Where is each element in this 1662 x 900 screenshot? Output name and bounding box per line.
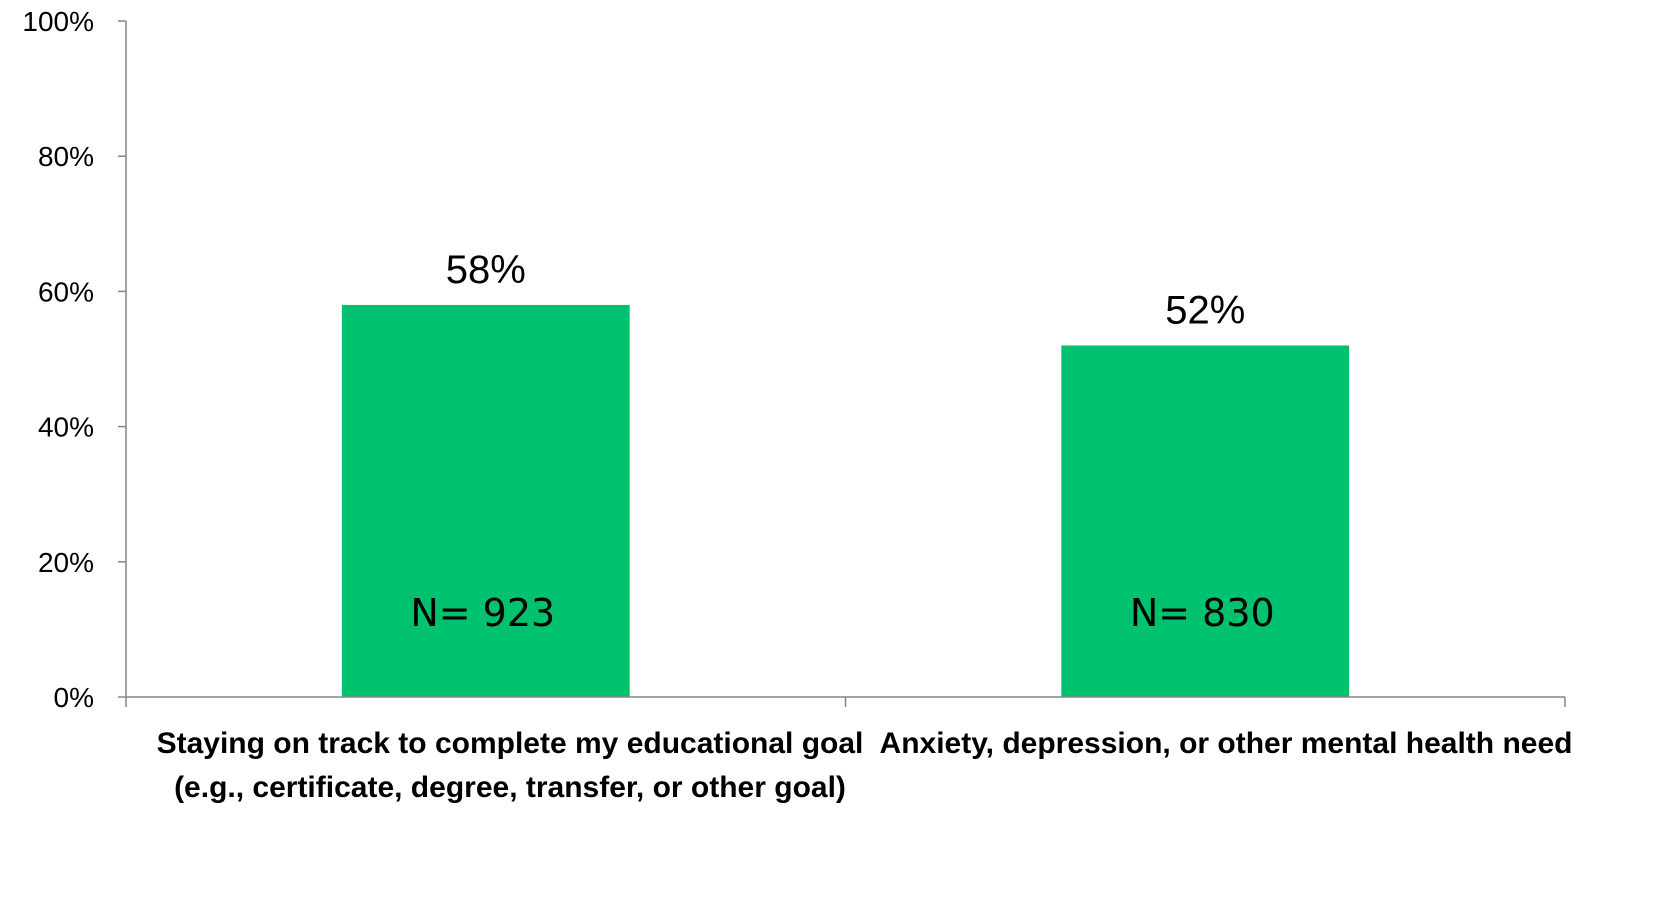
y-tick-label: 60% bbox=[38, 276, 94, 307]
bars: 58% N= 923 52% N= 830 bbox=[341, 248, 1350, 697]
y-tick-label: 0% bbox=[54, 682, 94, 713]
bar-1 bbox=[1061, 345, 1350, 697]
y-tick-label: 20% bbox=[38, 547, 94, 578]
category-label-0: Staying on track to complete my educatio… bbox=[156, 727, 864, 804]
n-label-0: N= 923 bbox=[410, 591, 555, 635]
y-tick-label: 100% bbox=[22, 6, 94, 37]
value-label-0: 58% bbox=[446, 248, 526, 292]
x-axis bbox=[125, 696, 1566, 707]
y-axis: 0% 20% 40% 60% 80% 100% bbox=[22, 6, 127, 713]
category-label-1: Anxiety, depression, or other mental hea… bbox=[879, 727, 1573, 760]
bar-0 bbox=[341, 304, 630, 697]
value-label-1: 52% bbox=[1165, 288, 1245, 332]
n-label-1: N= 830 bbox=[1130, 591, 1275, 635]
y-tick-label: 40% bbox=[38, 412, 94, 443]
y-tick-label: 80% bbox=[38, 141, 94, 172]
